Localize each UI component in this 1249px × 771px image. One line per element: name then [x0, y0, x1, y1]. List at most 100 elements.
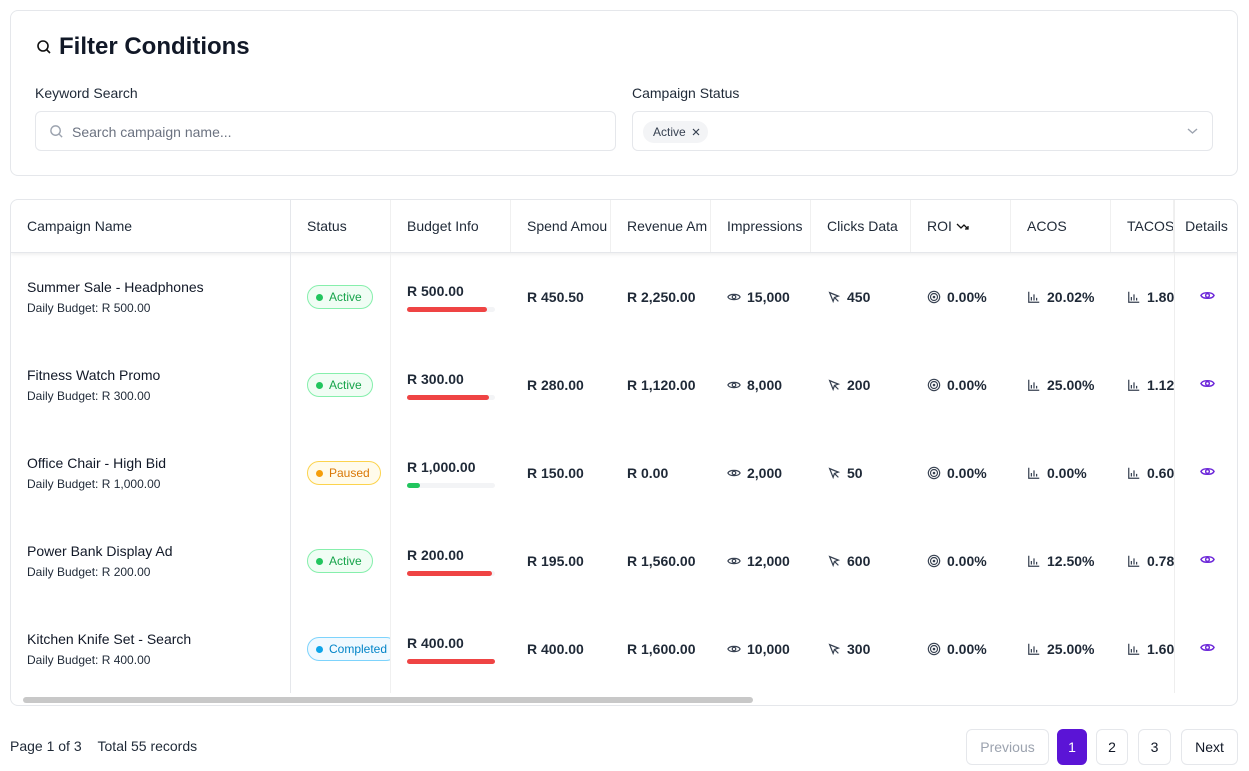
column-title: Details — [1185, 218, 1228, 234]
progress-fill — [407, 306, 487, 312]
column-title: ACOS — [1027, 218, 1067, 234]
scrollbar[interactable] — [23, 697, 753, 703]
status-dot — [316, 645, 323, 653]
roi: 0.00% — [947, 465, 987, 481]
eye-icon — [727, 557, 741, 565]
revenue: R 2,250.00 — [627, 289, 696, 305]
details-button[interactable] — [1199, 464, 1215, 482]
column-header: Spend Amou — [511, 200, 611, 252]
budget: R 500.00 — [407, 282, 464, 299]
budget-info: R 200.00 — [407, 547, 495, 576]
progress-track — [407, 394, 495, 400]
impressions: 10,000 — [747, 641, 790, 657]
view-icon — [1199, 467, 1215, 476]
progress-track — [407, 658, 495, 664]
next-button[interactable]: Next — [1181, 729, 1238, 765]
campaign-name: Fitness Watch Promo — [27, 367, 161, 383]
status-dot — [316, 469, 323, 477]
column-title: ROI — [927, 218, 952, 234]
table-cell: 50 — [811, 429, 911, 517]
details-button[interactable] — [1199, 376, 1215, 394]
cursor-icon — [828, 555, 841, 568]
table-cell: 25.00% — [1011, 341, 1111, 429]
table-cell: R 200.00 — [391, 517, 511, 605]
details-button[interactable] — [1199, 640, 1215, 658]
table-cell: Kitchen Knife Set - Search Daily Budget: … — [11, 605, 291, 693]
tacos: 0.78 — [1147, 553, 1174, 569]
table-cell: R 150.00 — [511, 429, 611, 517]
impressions: 2,000 — [747, 465, 783, 481]
page-button[interactable]: 2 — [1096, 729, 1128, 765]
table-cell: 0.60 — [1111, 429, 1174, 517]
column-title: Budget Info — [407, 218, 479, 234]
column-header: ROI — [911, 200, 1011, 252]
progress-track — [407, 570, 495, 576]
table-cell: R 1,560.00 — [611, 517, 711, 605]
status-tag[interactable]: Active — [643, 121, 708, 143]
clicks: 50 — [847, 465, 863, 481]
tag-remove[interactable] — [692, 128, 700, 136]
details-button[interactable] — [1199, 288, 1215, 306]
spend: R 195.00 — [527, 553, 584, 569]
status-badge: Active — [307, 549, 373, 573]
campaign: Fitness Watch Promo Daily Budget: R 300.0… — [27, 367, 160, 403]
status-badge: Paused — [307, 461, 381, 485]
chart-icon — [1128, 291, 1140, 303]
status-text: Active — [329, 378, 362, 392]
column-header: Campaign Name — [11, 200, 291, 252]
table-cell: 1.12% — [1111, 341, 1174, 429]
status-badge: Completed — [307, 637, 390, 661]
table-cell: 1.60 — [1111, 605, 1174, 693]
search-icon — [37, 40, 51, 54]
progress-fill — [407, 658, 495, 664]
chart-icon — [1028, 291, 1040, 303]
input-search-icon — [50, 125, 63, 138]
impressions: 15,000 — [747, 289, 790, 305]
filter-title: Filter Conditions — [59, 33, 250, 60]
budget-info: R 1,000.00 — [407, 459, 495, 488]
table-cell: 600 — [811, 517, 911, 605]
table-cell: 0.00% — [1011, 429, 1111, 517]
table-cell — [1174, 341, 1237, 429]
table-cell: Active — [291, 517, 391, 605]
clicks: 600 — [847, 553, 871, 569]
table-cell: 200 — [811, 341, 911, 429]
column-title: Impressions — [727, 218, 803, 234]
details-button[interactable] — [1199, 552, 1215, 570]
view-icon — [1199, 379, 1215, 388]
keyword-input[interactable]: Search campaign name... — [35, 111, 616, 151]
previous-button[interactable]: Previous — [966, 729, 1049, 765]
spend: R 400.00 — [527, 641, 584, 657]
revenue: R 1,560.00 — [627, 553, 696, 569]
table-cell: 1.80 — [1111, 253, 1174, 341]
table-cell: Completed — [291, 605, 391, 693]
view-icon — [1199, 643, 1215, 652]
column-title: Status — [307, 218, 347, 234]
page-button[interactable]: 3 — [1138, 729, 1171, 765]
revenue: R 1,120.00 — [627, 377, 696, 393]
target-icon — [927, 554, 941, 568]
column-header: ACOS — [1011, 200, 1111, 252]
page-button[interactable]: 1 — [1057, 729, 1087, 765]
target-icon — [927, 290, 941, 304]
chart-icon — [1028, 555, 1040, 567]
table-cell: 12,000 — [711, 517, 811, 605]
table-cell: R 2,250.00 — [611, 253, 711, 341]
table-cell: R 400.00 — [511, 605, 611, 693]
table-cell: R 1,600.00 — [611, 605, 711, 693]
status-select[interactable]: Active — [632, 111, 1213, 151]
target-icon — [927, 378, 941, 392]
column-header: Clicks Data — [811, 200, 911, 252]
revenue: R 0.00 — [627, 465, 669, 481]
table-cell: R 500.00 — [391, 253, 511, 341]
table-row: Fitness Watch Promo Daily Budget: R 300.0… — [11, 341, 1237, 429]
status-text: Active — [329, 290, 362, 304]
table-row: Summer Sale - Headphones Daily Budget: R … — [11, 253, 1237, 341]
eye-icon — [727, 645, 741, 653]
spend: R 150.00 — [527, 465, 584, 481]
table-cell — [1174, 429, 1237, 517]
table-cell: Summer Sale - Headphones Daily Budget: R … — [11, 253, 291, 341]
daily-budget: Daily Budget: R 1,000.00 — [27, 477, 161, 491]
roi: 0.00% — [947, 289, 987, 305]
progress-track — [407, 306, 495, 312]
